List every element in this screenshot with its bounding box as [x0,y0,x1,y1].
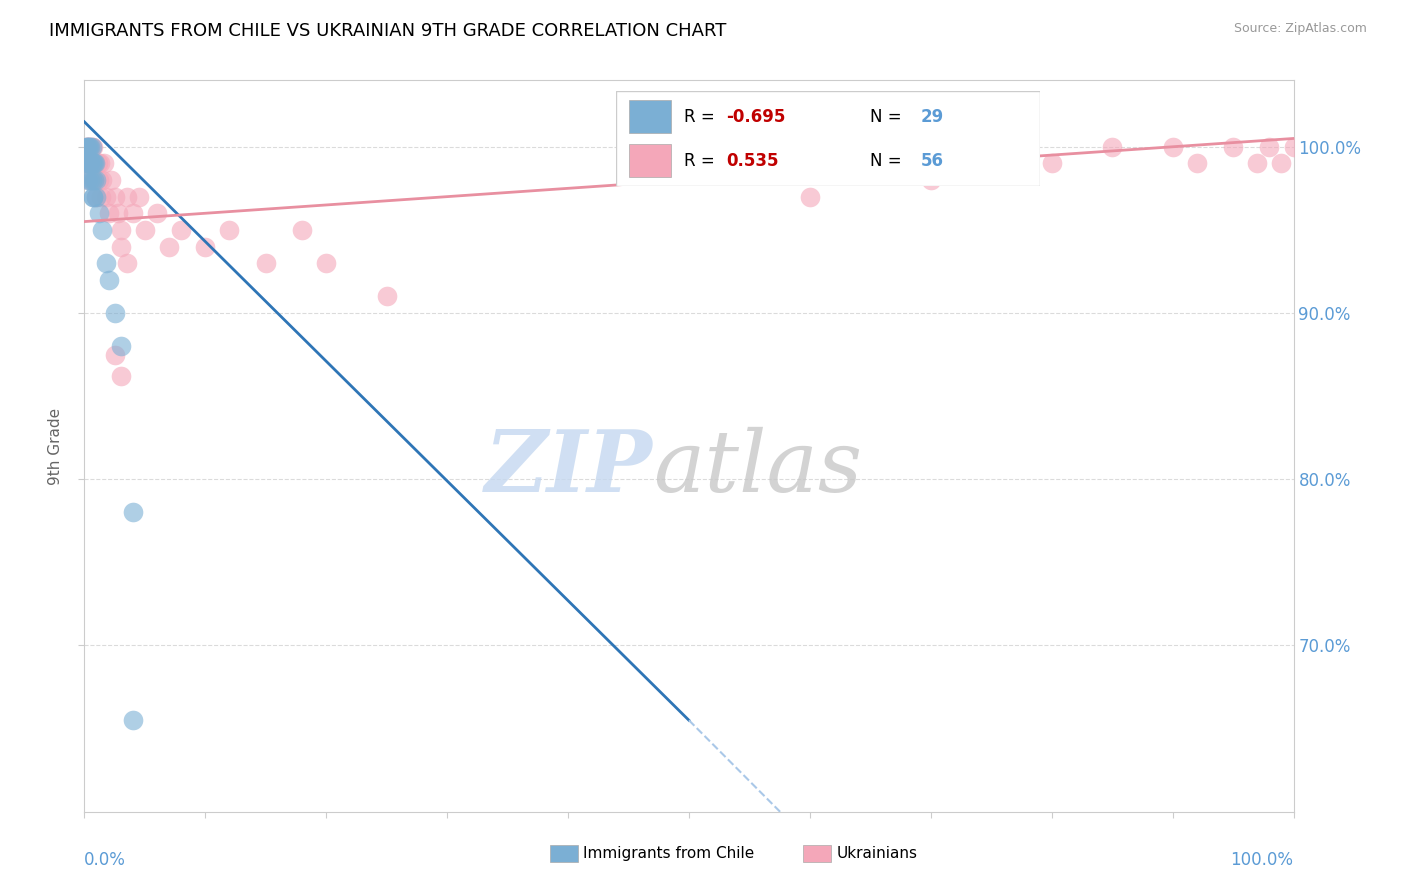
Point [90,189,112,203]
Point [91,223,114,237]
Point [82,189,104,203]
Point [104,306,127,320]
Point [375,289,398,303]
Text: Ukrainians: Ukrainians [837,847,918,861]
Point [77,140,100,154]
Point [1270,156,1292,170]
Point [79,156,101,170]
Point [83,173,105,187]
Point [920,173,942,187]
Text: IMMIGRANTS FROM CHILE VS UKRAINIAN 9TH GRADE CORRELATION CHART: IMMIGRANTS FROM CHILE VS UKRAINIAN 9TH G… [49,22,727,40]
Text: 0.0%: 0.0% [84,851,127,869]
Point [218,223,240,237]
Point [89,156,111,170]
Point [86,173,108,187]
Point [80,140,103,154]
Point [110,339,132,353]
Point [86,189,108,203]
Text: atlas: atlas [652,426,862,509]
Point [84,156,107,170]
Point [75,140,97,154]
Point [83,173,105,187]
Point [115,189,138,203]
FancyBboxPatch shape [550,845,578,863]
Point [115,256,138,270]
Point [1040,156,1063,170]
Point [87,206,110,220]
Point [1222,140,1244,154]
Point [80,156,103,170]
Point [83,156,105,170]
Point [146,206,169,220]
Point [1282,140,1305,154]
Point [75,140,97,154]
Point [157,239,180,253]
Point [104,189,127,203]
Y-axis label: 9th Grade: 9th Grade [48,408,63,484]
Point [80,156,103,170]
Point [82,173,104,187]
Point [980,156,1002,170]
Point [110,239,132,253]
Point [94,256,117,270]
Point [291,223,314,237]
Point [77,156,100,170]
Point [97,273,120,287]
Point [87,173,110,187]
Point [77,156,100,170]
Point [86,189,108,203]
Point [194,239,217,253]
Point [121,506,143,520]
Point [134,223,156,237]
Point [170,223,193,237]
Point [107,206,129,220]
Text: 100.0%: 100.0% [1230,851,1294,869]
Point [110,369,132,384]
Point [100,173,122,187]
Point [76,156,98,170]
Point [77,173,100,187]
Point [79,140,101,154]
Point [91,173,114,187]
Point [1161,140,1184,154]
Point [110,223,132,237]
Text: Immigrants from Chile: Immigrants from Chile [583,847,755,861]
Point [79,156,101,170]
Point [86,156,108,170]
Point [76,156,98,170]
Point [315,256,337,270]
Point [80,140,103,154]
Point [1185,156,1208,170]
Point [82,140,104,154]
Point [104,348,127,362]
Point [77,156,100,170]
Point [94,189,117,203]
Point [84,156,107,170]
Point [93,156,115,170]
Text: Source: ZipAtlas.com: Source: ZipAtlas.com [1233,22,1367,36]
Point [1101,140,1123,154]
Text: ZIP: ZIP [485,426,652,509]
Point [121,206,143,220]
FancyBboxPatch shape [803,845,831,863]
Point [79,173,101,187]
Point [1258,140,1281,154]
Point [83,156,105,170]
Point [77,173,100,187]
Point [79,140,101,154]
Point [128,189,150,203]
Point [121,714,143,728]
Point [80,173,103,187]
Point [799,189,821,203]
Point [82,189,104,203]
Point [1246,156,1268,170]
Point [77,140,100,154]
Point [76,140,98,154]
Point [76,140,98,154]
Point [254,256,277,270]
Point [97,206,120,220]
Point [82,156,104,170]
Point [77,140,100,154]
Point [77,140,100,154]
